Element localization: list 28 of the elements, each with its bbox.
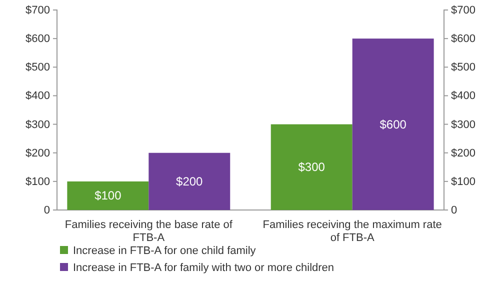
y-tick-label: $500: [26, 62, 50, 74]
bar: [352, 38, 434, 210]
y-tick-label: $700: [26, 4, 50, 17]
y-tick-label: $300: [26, 118, 50, 131]
data-label: $300: [298, 160, 326, 174]
bar: [148, 152, 230, 210]
data-label: $200: [176, 174, 204, 188]
y2-tick-label: $600: [451, 33, 476, 46]
y2-tick-label: 0: [451, 204, 458, 217]
y2-tick-label: $400: [451, 90, 476, 102]
y2-tick-label: $500: [451, 62, 476, 74]
bar: [67, 181, 149, 210]
y2-tick-label: $200: [451, 147, 476, 160]
y-tick-label: $200: [26, 147, 50, 160]
data-label: $100: [94, 188, 122, 203]
y2-tick-label: $300: [451, 118, 476, 131]
legend-label: Increase in FTB-A for family with two or more children: [73, 262, 334, 274]
legend-label: Increase in FTB-A for one child family: [73, 245, 256, 257]
data-label: $600: [380, 117, 407, 132]
x-tick-label: Families receiving the maximum rate of FTB-A: [262, 219, 442, 244]
bar: [270, 124, 352, 210]
y2-tick-label: $700: [451, 4, 476, 17]
y-tick-label: $100: [26, 176, 50, 188]
y-tick-label: 0: [44, 204, 50, 217]
y-tick-label: $600: [26, 33, 50, 46]
y2-tick-label: $100: [451, 176, 476, 188]
y-tick-label: $400: [26, 90, 50, 102]
x-tick-label: Families receiving the base rate of FTB-A: [64, 219, 234, 244]
